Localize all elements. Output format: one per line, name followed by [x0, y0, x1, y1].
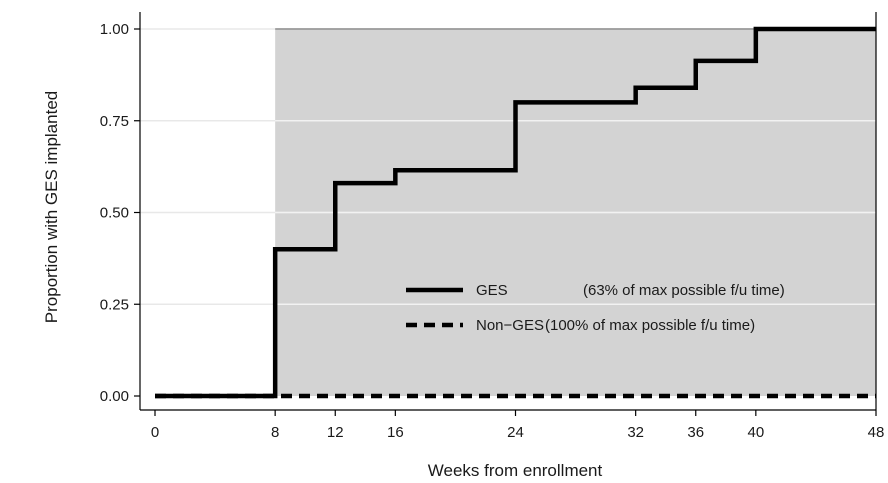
x-tick-label: 12 [327, 424, 344, 441]
y-tick-label: 0.50 [100, 205, 129, 222]
legend-note: (100% of max possible f/u time) [545, 317, 755, 334]
y-axis-title: Proportion with GES implanted [42, 91, 61, 323]
x-tick-label: 16 [387, 424, 404, 441]
legend-note: (63% of max possible f/u time) [583, 282, 785, 299]
y-tick-label: 0.00 [100, 388, 129, 405]
x-axis-title: Weeks from enrollment [428, 461, 603, 480]
y-tick-label: 1.00 [100, 21, 129, 38]
x-tick-label: 24 [507, 424, 524, 441]
y-tick-label: 0.25 [100, 296, 129, 313]
x-tick-label: 8 [271, 424, 279, 441]
x-tick-label: 40 [747, 424, 764, 441]
x-tick-label: 0 [151, 424, 159, 441]
x-tick-label: 36 [687, 424, 704, 441]
x-tick-label: 48 [868, 424, 885, 441]
x-tick-label: 32 [627, 424, 644, 441]
legend-label: GES [476, 282, 508, 299]
series-line-0 [155, 26, 876, 399]
legend-label: Non−GES [476, 317, 544, 334]
y-tick-label: 0.75 [100, 113, 129, 130]
